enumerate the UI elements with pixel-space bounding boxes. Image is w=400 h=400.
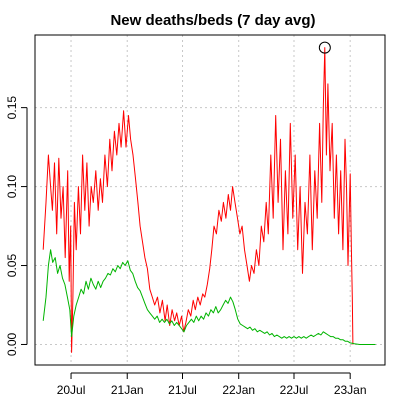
peak-marker-circle: [318, 41, 331, 54]
grid: [35, 35, 385, 365]
x-axis: 20Jul 21Jan 21Jul 22Jan 22Jul 23Jan: [57, 372, 367, 397]
y-axis: 0.00 0.05 0.10 0.15: [5, 96, 28, 356]
series-line-1: [42, 47, 354, 353]
x-tick-label: 22Jan: [222, 383, 255, 397]
x-tick-label: 23Jan: [334, 383, 367, 397]
y-tick-label: 0.00: [5, 332, 19, 356]
plot-area-frame: [34, 34, 386, 366]
chart-title: New deaths/beds (7 day avg): [110, 12, 315, 29]
series-group: [42, 47, 376, 353]
series-line-2: [42, 249, 376, 345]
annotation-group: [318, 41, 331, 54]
x-tick-label: 22Jul: [280, 383, 309, 397]
y-tick-label: 0.10: [5, 175, 19, 199]
y-tick-label: 0.05: [5, 254, 19, 278]
y-tick-label: 0.15: [5, 96, 19, 120]
x-tick-label: 20Jul: [57, 383, 86, 397]
x-tick-label: 21Jul: [168, 383, 197, 397]
x-tick-label: 21Jan: [111, 383, 144, 397]
